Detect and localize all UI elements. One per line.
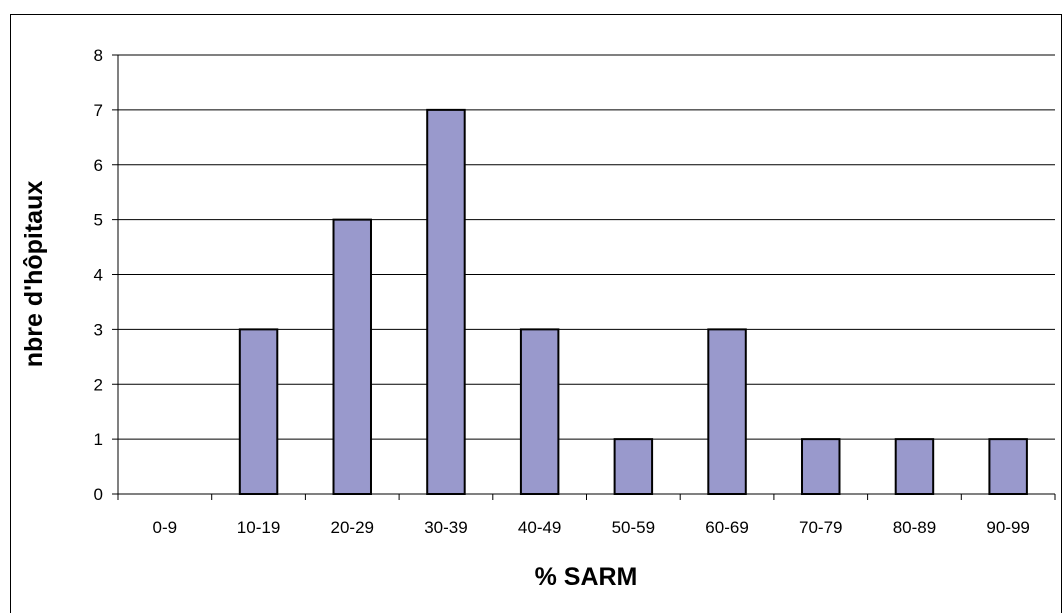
y-tick-label: 4 — [94, 266, 103, 285]
bar — [613, 438, 654, 495]
x-tick-label: 70-79 — [799, 518, 842, 537]
y-tick-label: 0 — [94, 485, 103, 504]
y-tick-label: 7 — [94, 101, 103, 120]
x-tick-label: 10-19 — [237, 518, 280, 537]
y-axis-title: nbre d'hôpitaux — [20, 181, 48, 368]
bars — [238, 108, 1028, 495]
x-tick-label: 0-9 — [153, 518, 178, 537]
y-tick-label: 3 — [94, 320, 103, 339]
y-tick-labels: 0 1 2 3 4 5 6 7 8 — [94, 46, 103, 504]
y-tick-label: 6 — [94, 156, 103, 175]
chart-frame — [10, 14, 1062, 613]
bar — [238, 328, 279, 495]
x-tick-labels: 0-9 10-19 20-29 30-39 40-49 50-59 60-69 70-79 80… — [153, 518, 1030, 537]
bar — [801, 438, 841, 495]
bar — [894, 438, 935, 495]
x-tick-label: 50-59 — [612, 518, 655, 537]
x-tick-label: 80-89 — [893, 518, 936, 537]
y-tick-label: 2 — [94, 375, 103, 394]
y-tick-label: 8 — [94, 46, 103, 65]
x-tick-label: 60-69 — [705, 518, 748, 537]
x-axis-title: % SARM — [535, 563, 638, 591]
x-tick-label: 40-49 — [518, 518, 561, 537]
bar — [988, 438, 1028, 495]
bar — [519, 328, 560, 495]
bar — [332, 218, 372, 495]
x-tick-label: 90-99 — [986, 518, 1029, 537]
y-tick-label: 1 — [94, 430, 103, 449]
x-tick-label: 20-29 — [331, 518, 374, 537]
bar — [707, 328, 747, 495]
y-tick-label: 5 — [94, 211, 103, 230]
bar — [426, 108, 466, 495]
x-tick-label: 30-39 — [424, 518, 467, 537]
